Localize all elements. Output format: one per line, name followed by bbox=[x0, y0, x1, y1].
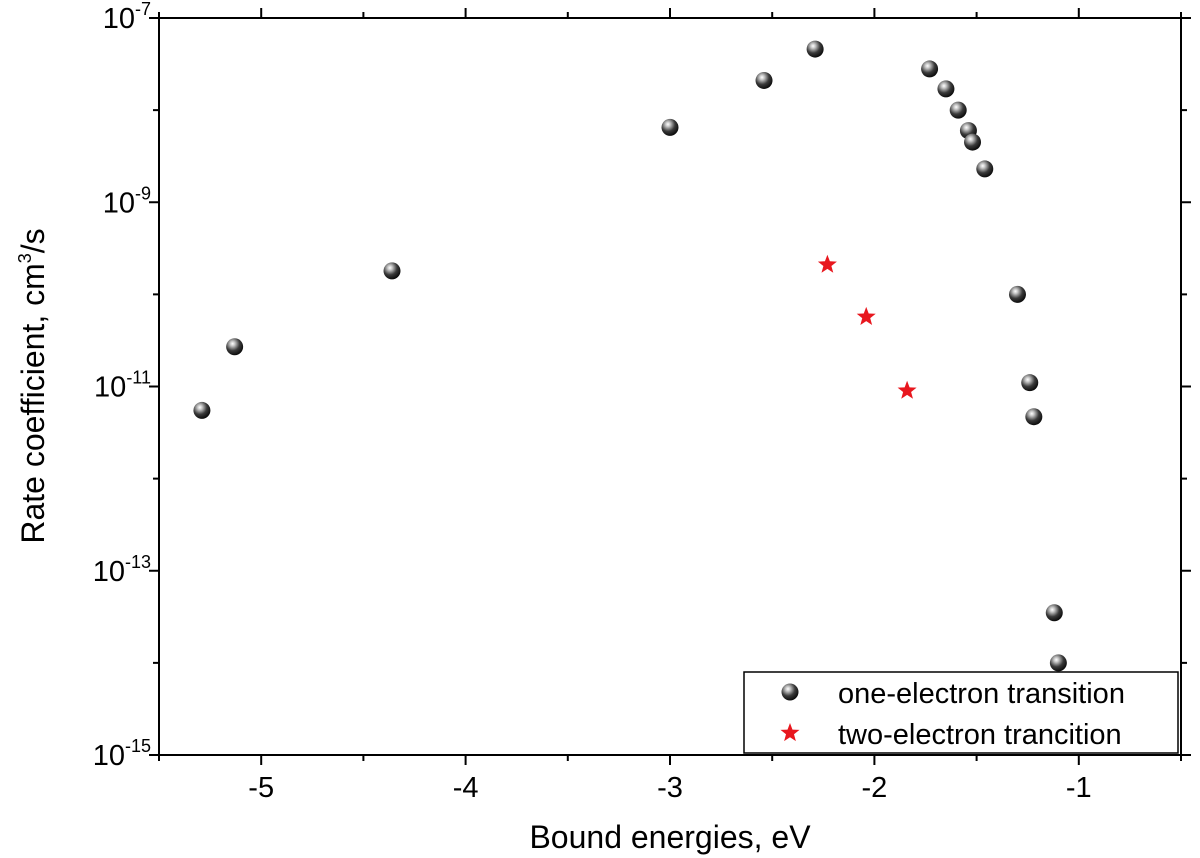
point-two-electron bbox=[817, 254, 837, 273]
y-tick-label: 10-9 bbox=[103, 183, 151, 219]
x-tick-label: -4 bbox=[453, 772, 479, 804]
y-tick-label-exp: -11 bbox=[126, 368, 151, 388]
y-tick-label: 10-15 bbox=[93, 736, 151, 772]
data-points bbox=[193, 40, 1067, 672]
y-tick-label: 10-13 bbox=[93, 552, 151, 588]
y-tick-label-exp: -9 bbox=[135, 183, 151, 203]
point-one-electron bbox=[1021, 374, 1039, 392]
point-one-electron bbox=[1045, 604, 1063, 622]
legend-marker-star bbox=[780, 723, 800, 742]
point-one-electron bbox=[661, 118, 679, 136]
point-one-electron bbox=[937, 80, 955, 98]
y-tick-label-base: 10 bbox=[103, 3, 135, 35]
y-tick-label-base: 10 bbox=[93, 556, 125, 588]
point-one-electron bbox=[1025, 408, 1043, 426]
y-axis-title: Rate coefficient, cm3/s bbox=[15, 228, 51, 543]
y-tick-label: 10-11 bbox=[94, 368, 151, 404]
legend: one-electron transition two-electron tra… bbox=[743, 671, 1179, 754]
y-tick-label-exp: -13 bbox=[125, 552, 151, 572]
legend-label-series-2: two-electron trancition bbox=[838, 719, 1122, 751]
y-axis-title-sup: 3 bbox=[15, 253, 35, 263]
axis-ticks bbox=[149, 8, 1191, 765]
point-one-electron bbox=[383, 262, 401, 280]
y-tick-label-base: 10 bbox=[103, 187, 135, 219]
x-tick-label: -2 bbox=[862, 772, 888, 804]
x-tick-labels: -5 -4 -3 -2 -1 bbox=[248, 772, 1091, 804]
x-axis-title: Bound energies, eV bbox=[529, 819, 811, 855]
point-one-electron bbox=[193, 401, 211, 419]
legend-label-series-1: one-electron transition bbox=[838, 678, 1125, 710]
point-one-electron bbox=[949, 101, 967, 119]
point-one-electron bbox=[755, 71, 773, 89]
y-tick-label-base: 10 bbox=[94, 372, 126, 404]
point-one-electron bbox=[921, 60, 939, 78]
y-tick-label-exp: -15 bbox=[125, 736, 151, 756]
point-one-electron bbox=[976, 160, 994, 178]
legend-box bbox=[743, 671, 1179, 754]
x-tick-label: -5 bbox=[248, 772, 274, 804]
x-tick-label: -1 bbox=[1066, 772, 1092, 804]
y-axis-title-base: Rate coefficient, cm bbox=[15, 263, 51, 543]
point-two-electron bbox=[897, 380, 917, 399]
point-one-electron bbox=[964, 133, 982, 151]
y-tick-label-base: 10 bbox=[93, 740, 125, 772]
point-one-electron bbox=[1008, 285, 1026, 303]
x-tick-label: -3 bbox=[657, 772, 683, 804]
y-axis-title-suffix: /s bbox=[15, 228, 51, 253]
point-one-electron bbox=[226, 338, 244, 356]
y-tick-label-exp: -7 bbox=[135, 0, 151, 19]
point-one-electron bbox=[1049, 654, 1067, 672]
y-tick-label: 10-7 bbox=[103, 0, 151, 35]
point-two-electron bbox=[856, 306, 876, 325]
legend-marker-sphere bbox=[781, 683, 799, 701]
point-one-electron bbox=[806, 40, 824, 58]
